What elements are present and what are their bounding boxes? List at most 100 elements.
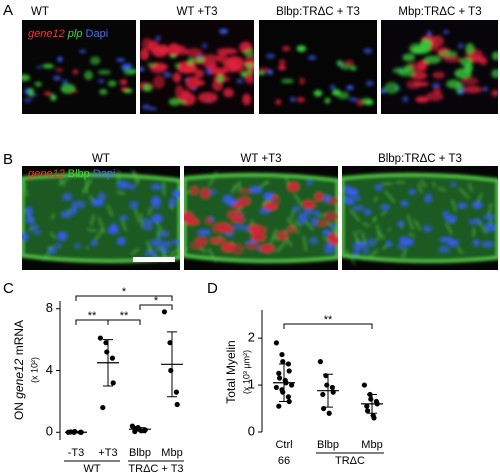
data-point (277, 375, 283, 381)
cell (324, 247, 336, 254)
cell (287, 226, 296, 233)
cell (210, 237, 225, 244)
data-point (103, 340, 109, 346)
micrograph-content (140, 28, 254, 110)
cell (152, 196, 160, 204)
cell (53, 75, 61, 81)
fiber (170, 247, 180, 255)
x-tick-label: +T3 (98, 447, 117, 459)
cell (259, 67, 270, 73)
cell (448, 240, 459, 246)
legend-entry: Dapi (93, 168, 116, 180)
cell (263, 202, 277, 211)
cell (197, 229, 210, 236)
cell (236, 78, 243, 84)
fiber (107, 205, 113, 217)
scale-bar (72, 126, 122, 131)
y-axis-label-part: mRNA (12, 320, 26, 359)
fiber (276, 240, 287, 253)
cell (404, 64, 414, 73)
cell (345, 199, 354, 205)
cell (185, 47, 203, 58)
y-axis-unit: (x 10²) (29, 357, 39, 383)
cell (384, 82, 399, 94)
cell (491, 89, 498, 97)
fiber (459, 188, 470, 199)
micrograph-content (184, 171, 338, 264)
cell (314, 192, 324, 202)
cell (445, 215, 457, 222)
significance-bracket (283, 323, 373, 329)
fiber (293, 193, 302, 206)
cell (25, 207, 33, 216)
fiber (157, 229, 160, 240)
legend-entry: gene12 (28, 28, 65, 40)
cell (360, 242, 366, 248)
cell (22, 233, 28, 241)
cell (409, 190, 416, 194)
cell (276, 231, 289, 240)
cell (348, 97, 359, 102)
cell (37, 65, 41, 70)
cell (329, 224, 337, 229)
cell (74, 243, 81, 249)
cell (195, 57, 205, 63)
fiber (131, 247, 140, 255)
data-point (326, 410, 332, 416)
cell (244, 63, 254, 69)
cell (160, 248, 169, 253)
cell (346, 189, 358, 195)
image-title: Blbp:TRΔC + T3 (276, 6, 360, 18)
cell (117, 181, 129, 189)
cell (243, 226, 250, 231)
fiber (94, 228, 104, 241)
group-label: 66 (278, 455, 290, 467)
cell (397, 220, 404, 226)
x-tick-label: Blbp (317, 439, 339, 451)
data-point (279, 351, 285, 358)
data-point (104, 349, 110, 355)
cell (163, 72, 172, 78)
cell (352, 206, 365, 211)
cell (307, 55, 317, 61)
cell (195, 237, 208, 245)
cell (352, 252, 360, 256)
fiber (402, 248, 407, 259)
fiber (357, 230, 360, 233)
x-tick-label: Blbp (129, 447, 151, 459)
data-point (97, 335, 103, 341)
significance-bracket (75, 295, 173, 301)
cell (128, 69, 136, 74)
cell (115, 58, 126, 62)
micrograph-content (259, 45, 374, 107)
significance-label: * (154, 295, 159, 307)
cell (363, 48, 373, 54)
cell (223, 87, 234, 98)
fiber (230, 180, 241, 193)
data-point (173, 389, 179, 395)
cell (146, 62, 157, 67)
cell (91, 199, 103, 206)
cell (151, 46, 169, 58)
significance-label: ** (324, 314, 333, 326)
fiber (468, 183, 473, 192)
cell (340, 64, 351, 70)
data-point (110, 380, 116, 386)
cell (230, 64, 245, 73)
cell (43, 91, 52, 96)
cell (275, 99, 282, 106)
cell (293, 206, 301, 211)
cell (491, 69, 498, 79)
fiber (290, 208, 295, 220)
panel-letter: A (3, 2, 13, 19)
fiber (133, 170, 140, 182)
cell (173, 48, 190, 55)
cell (22, 74, 31, 82)
cell (205, 217, 213, 225)
cell (322, 230, 332, 235)
group-label: TRΔC (335, 455, 365, 467)
error-bar (135, 427, 145, 432)
cell (299, 77, 305, 85)
cell (446, 79, 462, 89)
fiber (372, 217, 377, 223)
